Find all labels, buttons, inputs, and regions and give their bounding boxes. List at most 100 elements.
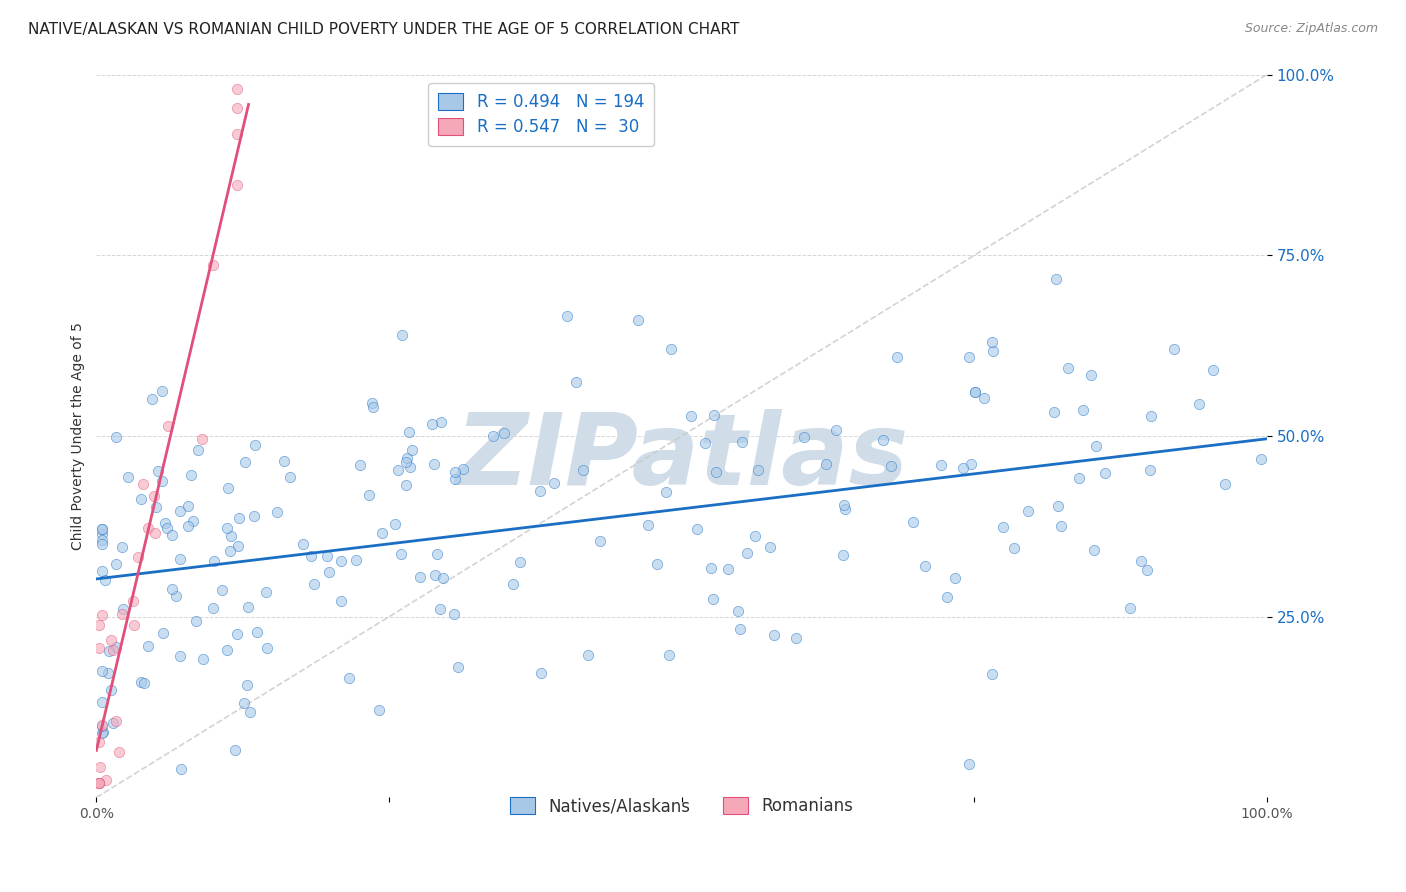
Point	[122, 594, 145, 608]
Point	[132, 477, 155, 491]
Point	[509, 556, 531, 570]
Point	[931, 458, 953, 473]
Point	[1250, 451, 1272, 466]
Point	[91, 522, 114, 536]
Point	[645, 557, 668, 571]
Point	[980, 335, 1002, 350]
Point	[239, 705, 262, 719]
Point	[959, 458, 981, 472]
Point	[245, 438, 267, 452]
Point	[1094, 466, 1116, 480]
Point	[371, 526, 394, 541]
Point	[91, 536, 114, 550]
Point	[1202, 362, 1225, 376]
Point	[679, 409, 702, 423]
Point	[110, 541, 132, 555]
Point	[872, 434, 894, 448]
Point	[104, 557, 127, 571]
Point	[879, 459, 901, 474]
Point	[225, 101, 247, 115]
Point	[190, 432, 212, 446]
Point	[124, 617, 146, 632]
Point	[94, 773, 117, 788]
Point	[256, 640, 278, 655]
Y-axis label: Child Poverty Under the Age of 5: Child Poverty Under the Age of 5	[72, 322, 86, 550]
Point	[502, 577, 524, 591]
Point	[429, 602, 451, 616]
Point	[530, 665, 553, 680]
Point	[169, 552, 191, 566]
Point	[201, 600, 224, 615]
Point	[145, 500, 167, 514]
Point	[150, 384, 173, 398]
Point	[344, 553, 367, 567]
Point	[420, 417, 443, 431]
Point	[160, 528, 183, 542]
Point	[1188, 396, 1211, 410]
Point	[169, 504, 191, 518]
Point	[177, 499, 200, 513]
Point	[280, 470, 302, 484]
Point	[737, 546, 759, 560]
Point	[426, 547, 449, 561]
Point	[177, 519, 200, 533]
Point	[132, 676, 155, 690]
Point	[246, 624, 269, 639]
Point	[395, 455, 418, 469]
Point	[395, 477, 418, 491]
Point	[87, 618, 110, 632]
Point	[1083, 542, 1105, 557]
Text: ZIPatlas: ZIPatlas	[456, 409, 908, 506]
Point	[659, 343, 682, 357]
Point	[236, 600, 259, 615]
Point	[156, 419, 179, 434]
Point	[658, 648, 681, 662]
Point	[451, 462, 474, 476]
Point	[1043, 405, 1066, 419]
Point	[952, 461, 974, 475]
Point	[555, 310, 578, 324]
Point	[191, 652, 214, 666]
Point	[401, 443, 423, 458]
Point	[186, 614, 208, 628]
Point	[225, 178, 247, 192]
Point	[236, 677, 259, 691]
Point	[361, 395, 384, 409]
Point	[572, 463, 595, 477]
Point	[101, 716, 124, 731]
Point	[1002, 541, 1025, 555]
Point	[87, 776, 110, 790]
Point	[429, 415, 451, 429]
Point	[576, 648, 599, 663]
Point	[155, 521, 177, 535]
Point	[160, 582, 183, 596]
Point	[357, 488, 380, 502]
Point	[1071, 403, 1094, 417]
Point	[225, 82, 247, 96]
Point	[136, 520, 159, 534]
Point	[763, 628, 786, 642]
Point	[825, 423, 848, 437]
Point	[100, 683, 122, 698]
Point	[481, 429, 503, 443]
Point	[187, 443, 209, 458]
Point	[409, 570, 432, 584]
Point	[886, 350, 908, 364]
Point	[104, 430, 127, 444]
Text: Source: ZipAtlas.com: Source: ZipAtlas.com	[1244, 22, 1378, 36]
Point	[704, 465, 727, 479]
Text: NATIVE/ALASKAN VS ROMANIAN CHILD POVERTY UNDER THE AGE OF 5 CORRELATION CHART: NATIVE/ALASKAN VS ROMANIAN CHILD POVERTY…	[28, 22, 740, 37]
Point	[637, 518, 659, 533]
Point	[398, 425, 420, 439]
Point	[299, 549, 322, 563]
Point	[686, 522, 709, 536]
Point	[100, 632, 122, 647]
Point	[224, 743, 246, 757]
Point	[368, 703, 391, 717]
Point	[1080, 368, 1102, 382]
Point	[943, 571, 966, 585]
Point	[980, 667, 1002, 681]
Point	[242, 508, 264, 523]
Point	[387, 462, 409, 476]
Point	[1140, 409, 1163, 424]
